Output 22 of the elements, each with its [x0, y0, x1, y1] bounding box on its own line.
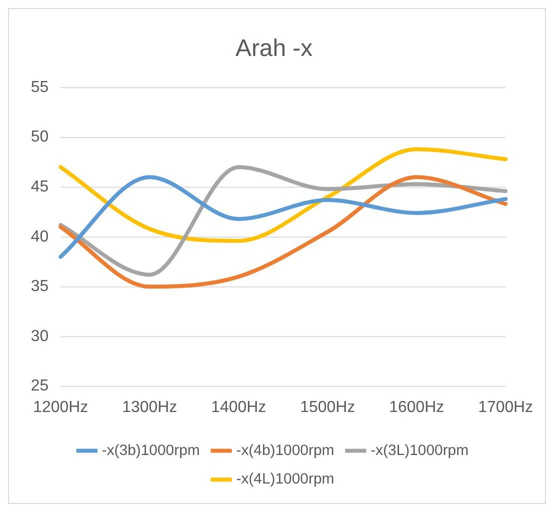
x-tick-label: 1300Hz [122, 399, 178, 416]
line-series [58, 175, 508, 259]
y-tick-label: 50 [30, 128, 49, 146]
y-tick-label: 55 [30, 78, 49, 96]
y-tick-label: 35 [30, 278, 49, 296]
legend-label: -x(4L)1000rpm [236, 470, 334, 488]
legend-label: -x(3b)1000rpm [102, 442, 200, 459]
line-series [58, 147, 508, 243]
x-tick-label: 1500Hz [300, 399, 356, 416]
line-series [58, 175, 508, 289]
y-tick-label: 45 [30, 178, 49, 196]
y-tick-label: 25 [30, 378, 49, 395]
x-tick-label: 1200Hz [33, 399, 88, 416]
chart-title: Arah -x [235, 34, 313, 62]
legend-label: -x(4b)1000rpm [236, 442, 334, 459]
line-series [58, 165, 508, 277]
x-tick-label: 1400Hz [211, 399, 266, 416]
y-tick-label: 40 [30, 228, 49, 246]
x-tick-label: 1700Hz [478, 399, 534, 416]
x-tick-label: 1600Hz [389, 399, 444, 416]
legend-label: -x(3L)1000rpm [370, 442, 469, 459]
y-tick-label: 30 [30, 328, 49, 345]
